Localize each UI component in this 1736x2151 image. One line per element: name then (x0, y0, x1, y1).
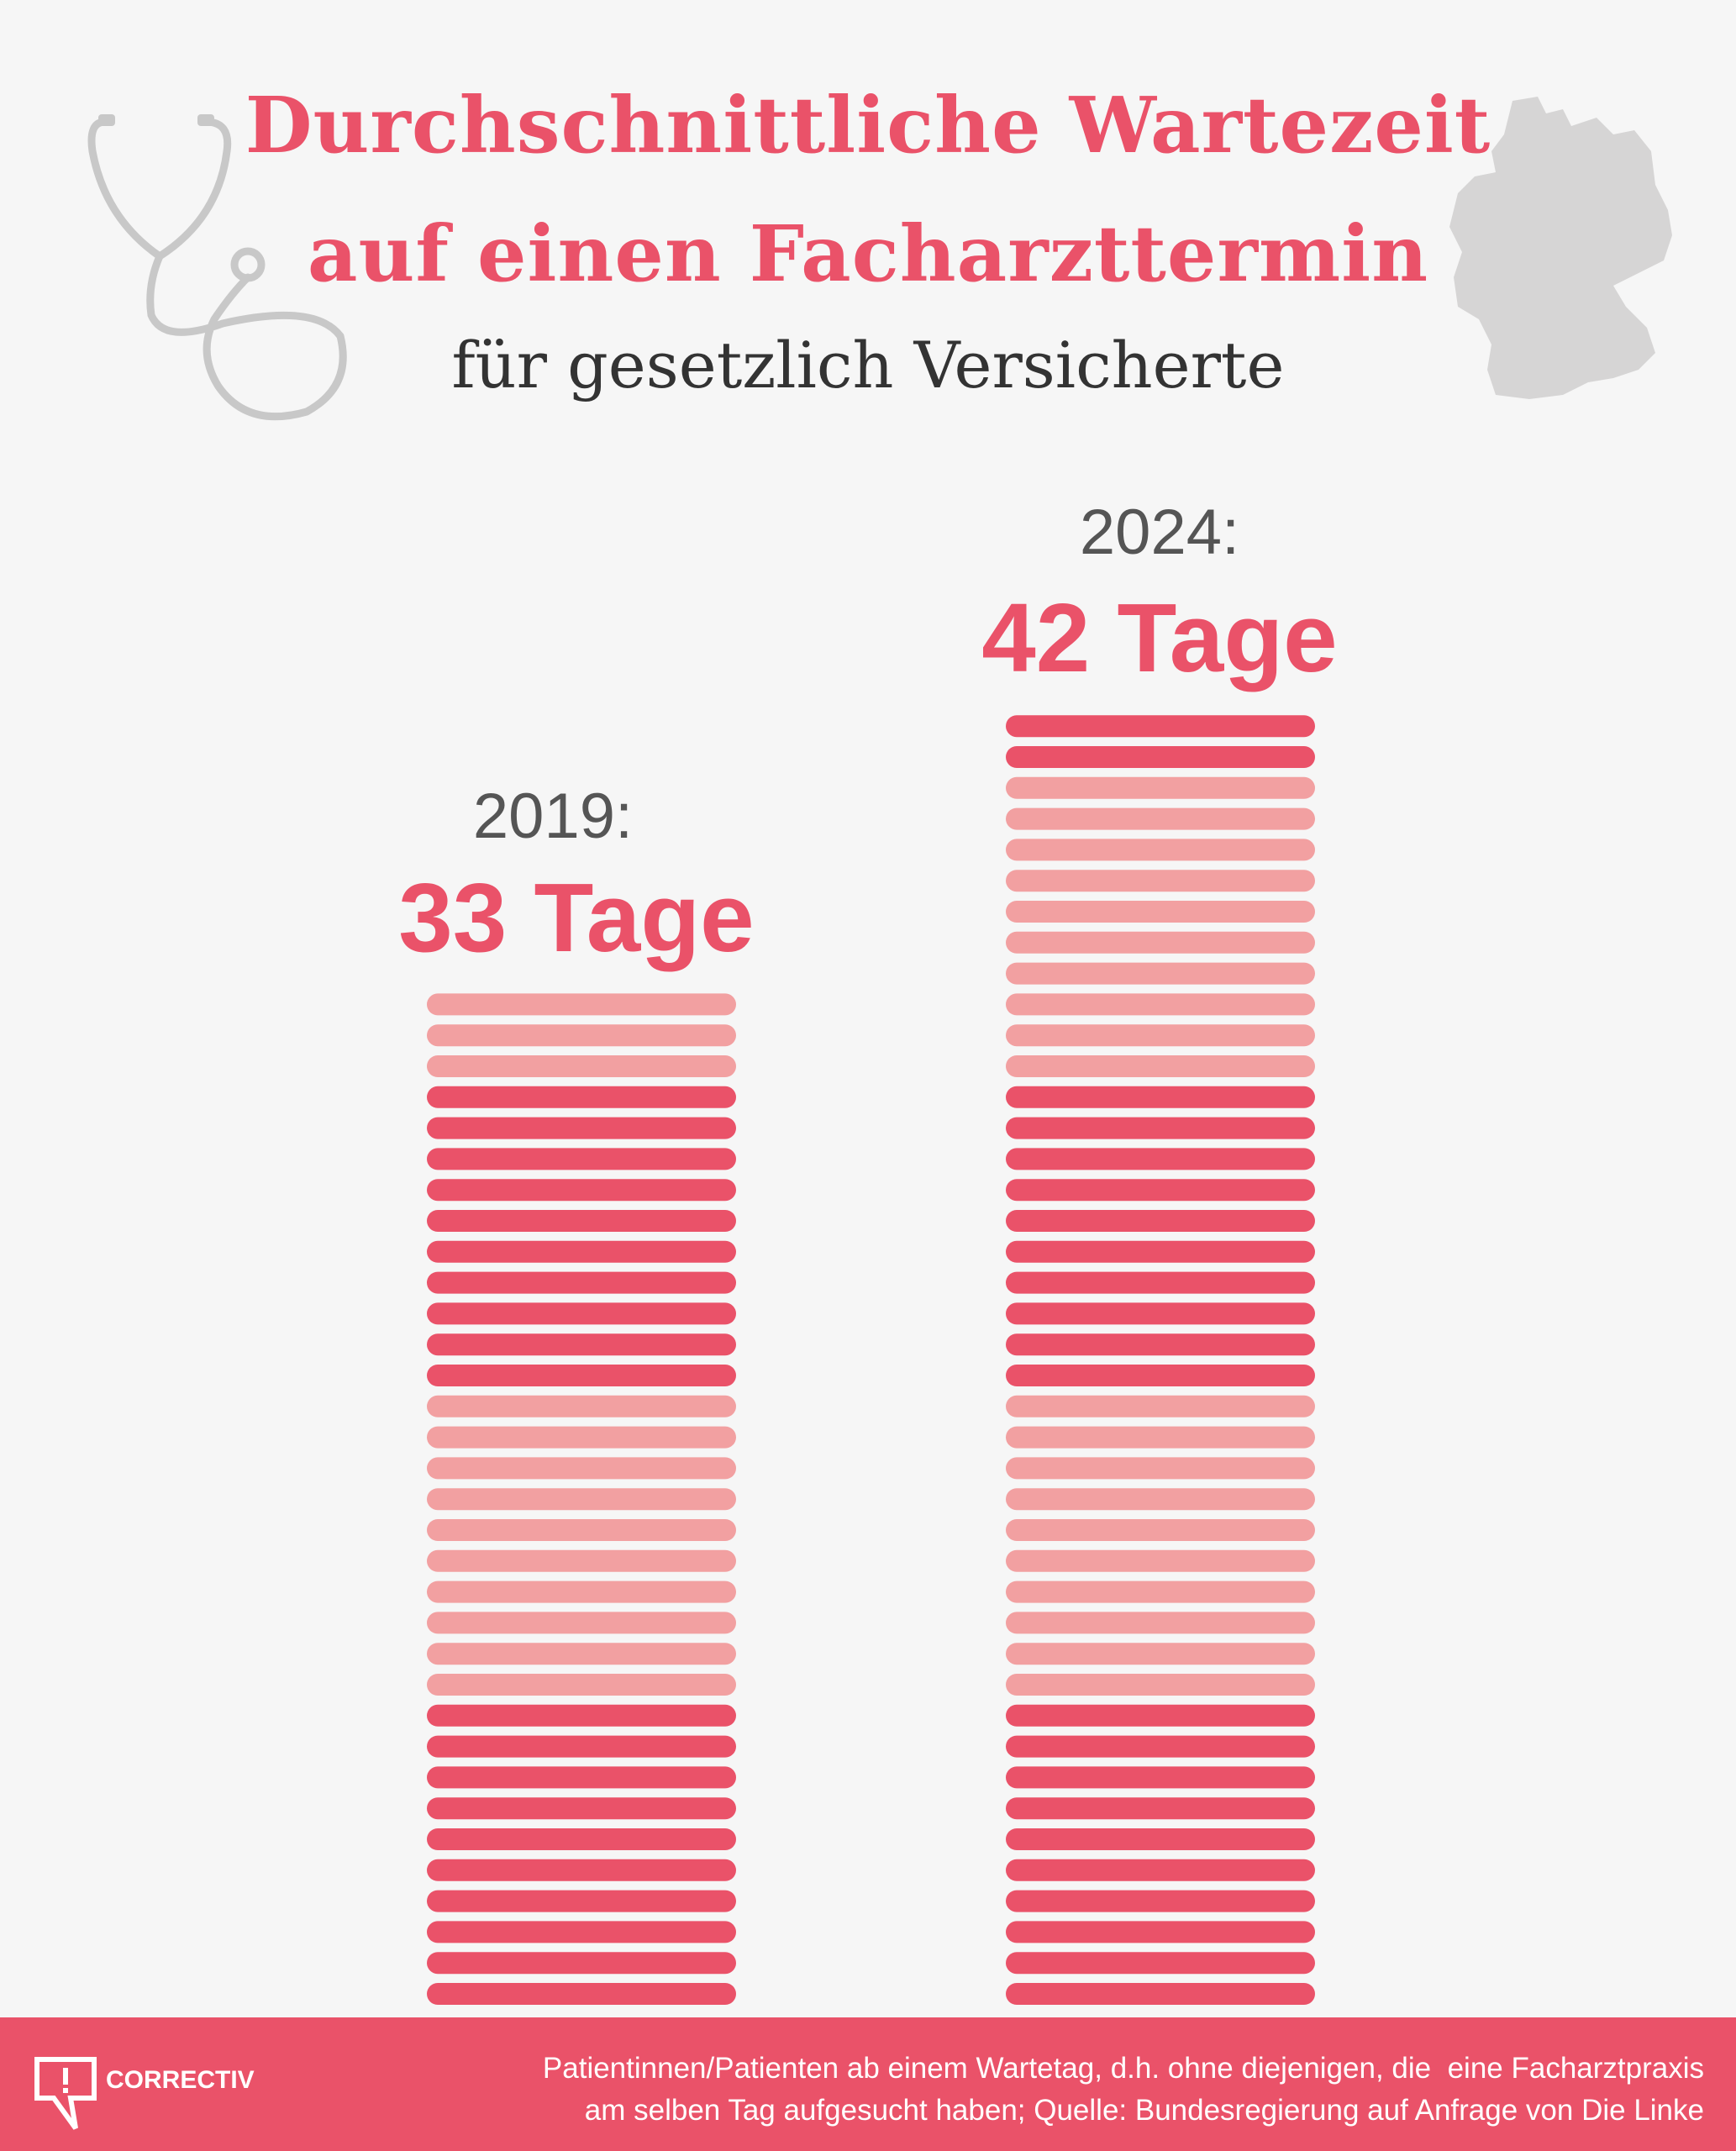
day-stripe-2019-31 (427, 1055, 736, 1077)
value-label-2024: 42 Tage (981, 583, 1338, 692)
day-stripe-2019-13 (427, 1612, 736, 1634)
footer-note-line-1: Patientinnen/Patienten ab einem Wartetag… (542, 2052, 1704, 2085)
day-stripe-2024-4 (1006, 1890, 1315, 1912)
day-stripe-2019-7 (427, 1797, 736, 1820)
day-stripe-2024-3 (1006, 1921, 1315, 1943)
footer: CORRECTIV Patientinnen/Patienten ab eine… (0, 2017, 1736, 2151)
day-stripe-2019-4 (427, 1890, 736, 1912)
day-stripe-2019-28 (427, 1148, 736, 1170)
day-stripe-2024-16 (1006, 1519, 1315, 1541)
year-label-2024: 2024: (1079, 497, 1240, 568)
day-stripe-2019-17 (427, 1488, 736, 1511)
day-stripe-2019-6 (427, 1828, 736, 1850)
day-stripe-2024-19 (1006, 1426, 1315, 1449)
day-stripe-2024-40 (1006, 776, 1315, 799)
day-stripe-2024-7 (1006, 1797, 1315, 1820)
day-stripe-2024-24 (1006, 1271, 1315, 1294)
day-stripe-2024-23 (1006, 1302, 1315, 1325)
day-stripe-2024-32 (1006, 1024, 1315, 1047)
day-stripe-2019-8 (427, 1766, 736, 1789)
title-line-1: Durchschnittliche Wartezeit (245, 80, 1491, 171)
day-stripe-2019-20 (427, 1395, 736, 1417)
day-stripe-2019-26 (427, 1210, 736, 1232)
day-stripe-2024-11 (1006, 1674, 1315, 1696)
correctiv-logo-text: CORRECTIV (106, 2066, 255, 2094)
day-stripe-2019-1 (427, 1983, 736, 2005)
day-stripe-2019-23 (427, 1302, 736, 1325)
day-stripe-2024-33 (1006, 993, 1315, 1016)
day-stripe-2024-34 (1006, 962, 1315, 985)
day-stripe-2019-25 (427, 1240, 736, 1263)
day-stripe-2024-26 (1006, 1210, 1315, 1232)
day-stripe-2024-38 (1006, 839, 1315, 861)
day-stripe-2024-5 (1006, 1859, 1315, 1881)
day-stripe-2019-2 (427, 1952, 736, 1975)
day-stripe-2019-10 (427, 1704, 736, 1727)
day-stripe-2024-27 (1006, 1179, 1315, 1202)
day-stripe-2019-30 (427, 1086, 736, 1108)
germany-map-icon (1449, 97, 1672, 399)
day-stripe-2024-36 (1006, 901, 1315, 923)
stethoscope-icon (87, 114, 347, 421)
day-stripe-2024-25 (1006, 1240, 1315, 1263)
day-stripe-2024-31 (1006, 1055, 1315, 1077)
day-stripe-2024-10 (1006, 1704, 1315, 1727)
day-stripe-2019-18 (427, 1457, 736, 1480)
day-stripe-2024-12 (1006, 1643, 1315, 1665)
day-stripe-2019-24 (427, 1271, 736, 1294)
day-stripe-2024-9 (1006, 1735, 1315, 1758)
day-stripe-2024-15 (1006, 1549, 1315, 1572)
value-label-2019: 33 Tage (398, 863, 755, 972)
day-stripe-2019-3 (427, 1921, 736, 1943)
day-stripe-2019-32 (427, 1024, 736, 1047)
day-stripe-2019-19 (427, 1426, 736, 1449)
title-line-2: auf einen Facharzttermin (307, 208, 1429, 299)
subtitle: für gesetzlich Versicherte (451, 328, 1285, 402)
day-stripe-2024-35 (1006, 931, 1315, 954)
day-stripe-2019-27 (427, 1179, 736, 1202)
day-stripe-2024-37 (1006, 870, 1315, 892)
footer-note: Patientinnen/Patienten ab einem Wartetag… (543, 2048, 1704, 2132)
day-stripe-2019-21 (427, 1365, 736, 1386)
day-stripe-2024-28 (1006, 1148, 1315, 1170)
day-stripe-2019-5 (427, 1859, 736, 1881)
correctiv-logo-icon (34, 2057, 97, 2130)
day-stripe-2024-8 (1006, 1766, 1315, 1789)
day-stripe-2019-15 (427, 1549, 736, 1572)
day-stripe-2024-13 (1006, 1612, 1315, 1634)
day-stripe-2024-18 (1006, 1457, 1315, 1480)
day-stripe-2019-9 (427, 1735, 736, 1758)
day-stripe-2019-14 (427, 1580, 736, 1603)
day-stripe-2024-29 (1006, 1117, 1315, 1139)
day-stripe-2024-42 (1006, 715, 1315, 738)
day-stripe-2019-11 (427, 1674, 736, 1696)
day-stripe-2024-2 (1006, 1952, 1315, 1975)
day-stripe-2019-16 (427, 1519, 736, 1541)
day-stripe-2024-1 (1006, 1983, 1315, 2005)
day-stripe-2019-12 (427, 1643, 736, 1665)
day-stripe-2024-6 (1006, 1828, 1315, 1850)
day-stripe-2019-22 (427, 1333, 736, 1356)
day-stripe-2024-30 (1006, 1086, 1315, 1108)
day-stripe-2024-39 (1006, 807, 1315, 830)
day-stripe-2019-29 (427, 1117, 736, 1139)
footer-note-line-2: am selben Tag aufgesucht haben; Quelle: … (584, 2094, 1704, 2127)
day-stripe-2024-22 (1006, 1333, 1315, 1356)
year-label-2019: 2019: (472, 781, 634, 852)
day-stripe-2024-21 (1006, 1365, 1315, 1386)
day-stripe-2024-41 (1006, 746, 1315, 768)
day-stripe-2024-20 (1006, 1395, 1315, 1417)
day-stripe-2024-17 (1006, 1488, 1315, 1511)
day-stripe-2019-33 (427, 993, 736, 1016)
day-stripe-2024-14 (1006, 1580, 1315, 1603)
